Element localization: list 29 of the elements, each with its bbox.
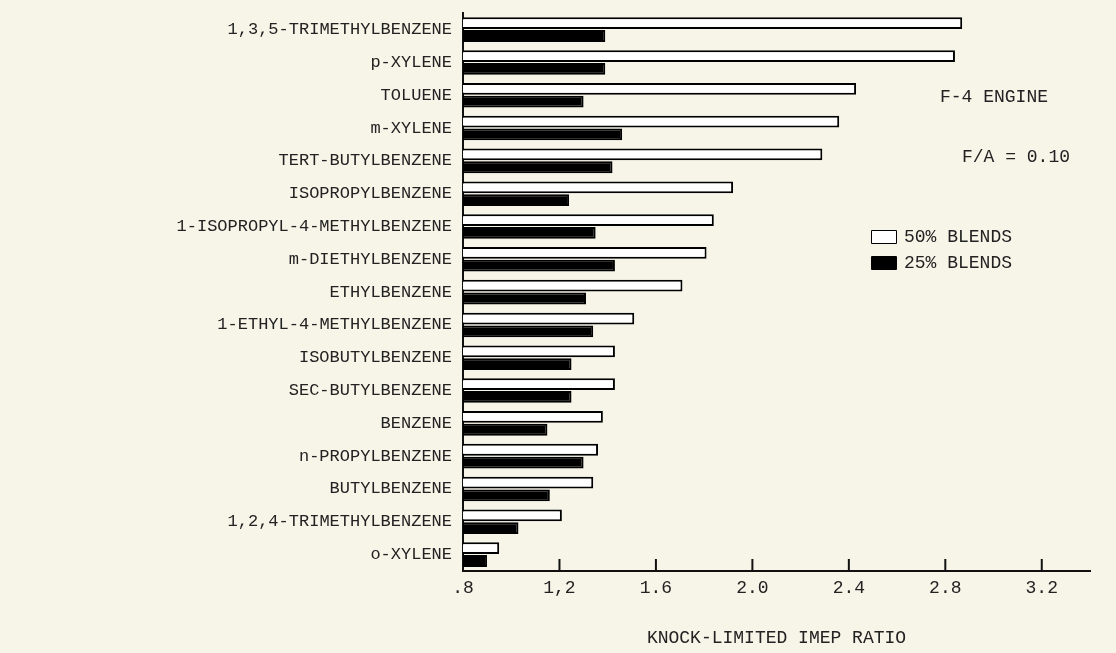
y-tick-label: m-XYLENE bbox=[370, 118, 452, 138]
y-tick-label: ISOPROPYLBENZENE bbox=[288, 184, 452, 204]
y-tick-label: TOLUENE bbox=[380, 85, 452, 105]
text: 2.4 bbox=[832, 577, 866, 598]
y-tick-label: p-XYLENE bbox=[370, 52, 452, 72]
y-tick-label: 1,2,4-TRIMETHYLBENZENE bbox=[227, 512, 452, 532]
y-tick-label: ETHYLBENZENE bbox=[329, 282, 452, 302]
x-axis-title: KNOCK-LIMITED IMEP RATIO bbox=[646, 627, 907, 648]
y-tick-label: 1-ETHYL-4-METHYLBENZENE bbox=[217, 315, 452, 335]
text: 2.8 bbox=[929, 577, 962, 598]
y-tick-label: ISOBUTYLBENZENE bbox=[298, 348, 452, 368]
y-tick-label: n-PROPYLBENZENE bbox=[298, 446, 452, 466]
y-tick-label: TERT-BUTYLBENZENE bbox=[278, 151, 452, 171]
legend-label: 50% BLENDS bbox=[904, 226, 1013, 247]
text: 2.0 bbox=[736, 577, 769, 598]
text: 3.2 bbox=[1025, 577, 1058, 598]
y-tick-label: m-DIETHYLBENZENE bbox=[288, 249, 452, 269]
y-tick-label: 1,3,5-TRIMETHYLBENZENE bbox=[227, 20, 452, 40]
x-tick-label: 1,2 bbox=[543, 577, 576, 598]
legend-label: 25% BLENDS bbox=[904, 252, 1013, 273]
y-tick-label: 1-ISOPROPYL-4-METHYLBENZENE bbox=[176, 216, 452, 236]
text: 1.6 bbox=[639, 577, 673, 598]
x-tick-label: .8 bbox=[452, 577, 474, 598]
y-tick-label: SEC-BUTYLBENZENE bbox=[288, 381, 452, 401]
y-tick-label: BUTYLBENZENE bbox=[329, 479, 452, 499]
annotation: F/A = 0.10 bbox=[962, 146, 1071, 167]
y-tick-label: o-XYLENE bbox=[370, 545, 452, 565]
annotation: F-4 ENGINE bbox=[940, 86, 1049, 107]
y-tick-label: BENZENE bbox=[380, 413, 452, 433]
